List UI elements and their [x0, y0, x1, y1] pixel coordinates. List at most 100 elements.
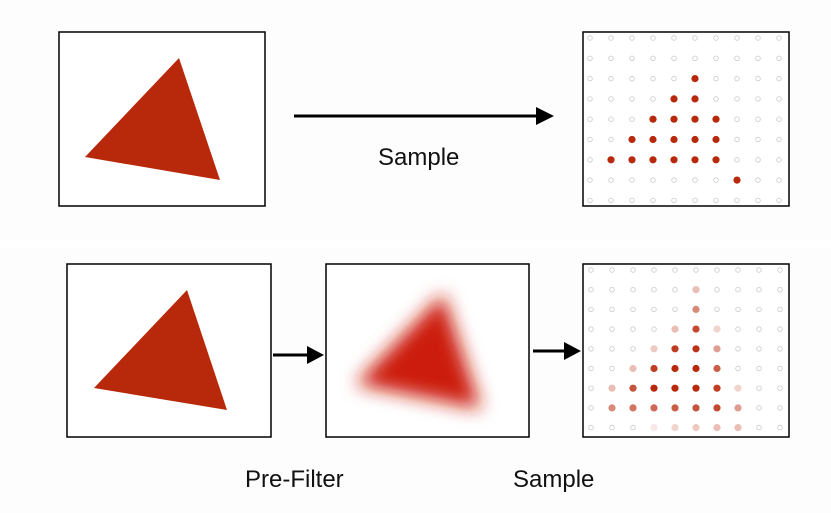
empty-sample-point [609, 424, 615, 431]
empty-sample-point [776, 96, 782, 102]
empty-sample-point [587, 75, 593, 82]
empty-sample-point [777, 267, 783, 273]
sample-dot [671, 404, 679, 412]
empty-sample-point [609, 365, 615, 372]
empty-sample-point [756, 385, 762, 391]
empty-sample-point [777, 385, 783, 391]
empty-sample-point [630, 424, 636, 431]
empty-sample-point [777, 287, 783, 293]
sample-dot [691, 156, 699, 164]
sample-dot [691, 95, 699, 103]
empty-sample-point [755, 35, 761, 41]
sample-dot [649, 115, 657, 123]
empty-sample-point [608, 96, 614, 102]
empty-sample-point [777, 306, 783, 313]
empty-sample-point [651, 287, 657, 293]
sample-dot [713, 345, 721, 353]
empty-sample-point [777, 346, 783, 352]
empty-sample-point [776, 157, 782, 163]
empty-sample-point [588, 346, 594, 352]
empty-sample-point [608, 55, 614, 61]
sample-dot [712, 135, 720, 144]
top-source-frame [58, 31, 266, 207]
sample-dot [650, 404, 658, 412]
empty-sample-point [588, 424, 594, 431]
sample-dot [692, 325, 700, 333]
sample-dot [649, 156, 657, 164]
empty-sample-point [671, 177, 677, 183]
empty-sample-point [755, 96, 761, 102]
empty-sample-point [608, 177, 614, 183]
empty-sample-point [755, 177, 761, 183]
sample-dot [670, 95, 678, 103]
sample-dot [692, 286, 700, 294]
sample-dot [629, 384, 637, 392]
empty-sample-point [629, 96, 635, 102]
empty-sample-point [714, 267, 720, 273]
top-sample-grid [587, 35, 782, 204]
top-sample-arrowhead [536, 107, 554, 125]
top-source-triangle [85, 58, 220, 180]
empty-sample-point [776, 177, 782, 183]
empty-sample-point [756, 346, 762, 352]
empty-sample-point [672, 287, 678, 293]
sample-dot [733, 176, 741, 184]
blurred-clip [356, 294, 481, 409]
empty-sample-point [777, 326, 783, 332]
empty-sample-point [629, 177, 635, 183]
empty-sample-point [692, 197, 698, 204]
sample-dot [628, 135, 636, 144]
top-sample-label: Sample [378, 144, 460, 171]
empty-sample-point [734, 136, 740, 143]
empty-sample-point [608, 116, 614, 122]
sample-dot [671, 325, 679, 333]
empty-sample-point [608, 35, 614, 41]
sample-dot [734, 404, 742, 412]
empty-sample-point [776, 75, 782, 82]
empty-sample-point [734, 75, 740, 82]
empty-sample-point [713, 35, 719, 41]
empty-sample-point [609, 326, 615, 332]
empty-sample-point [651, 267, 657, 273]
empty-sample-point [629, 116, 635, 122]
sample-dot [713, 424, 721, 432]
empty-sample-point [777, 365, 783, 372]
sample-dot [691, 135, 699, 144]
sample-dot [692, 305, 700, 313]
sample-dot [629, 404, 637, 412]
sample-dot [608, 384, 616, 392]
sample-dot [692, 345, 700, 353]
empty-sample-point [756, 405, 762, 411]
empty-sample-point [755, 136, 761, 143]
sample-dot [692, 404, 700, 412]
empty-sample-point [671, 35, 677, 41]
empty-sample-point [755, 75, 761, 82]
empty-sample-point [756, 267, 762, 273]
empty-sample-point [630, 326, 636, 332]
empty-sample-point [756, 326, 762, 332]
sample-dot [691, 75, 699, 83]
sample-dot [712, 115, 720, 123]
sample-dot [650, 364, 658, 373]
sample-dot [671, 424, 679, 432]
empty-sample-point [734, 35, 740, 41]
empty-sample-point [629, 55, 635, 61]
empty-sample-point [587, 157, 593, 163]
sample-dot [671, 384, 679, 392]
empty-sample-point [777, 405, 783, 411]
empty-sample-point [734, 96, 740, 102]
empty-sample-point [734, 55, 740, 61]
empty-sample-point [650, 35, 656, 41]
empty-sample-point [713, 75, 719, 82]
empty-sample-point [587, 116, 593, 122]
empty-sample-point [755, 157, 761, 163]
bottom-sample-label: Sample [513, 466, 595, 493]
sample-dot [713, 384, 721, 392]
empty-sample-point [651, 306, 657, 313]
empty-sample-point [755, 116, 761, 122]
empty-sample-point [713, 197, 719, 204]
empty-sample-point [734, 116, 740, 122]
empty-sample-point [734, 197, 740, 204]
empty-sample-point [735, 365, 741, 372]
sample-dot [692, 384, 700, 392]
